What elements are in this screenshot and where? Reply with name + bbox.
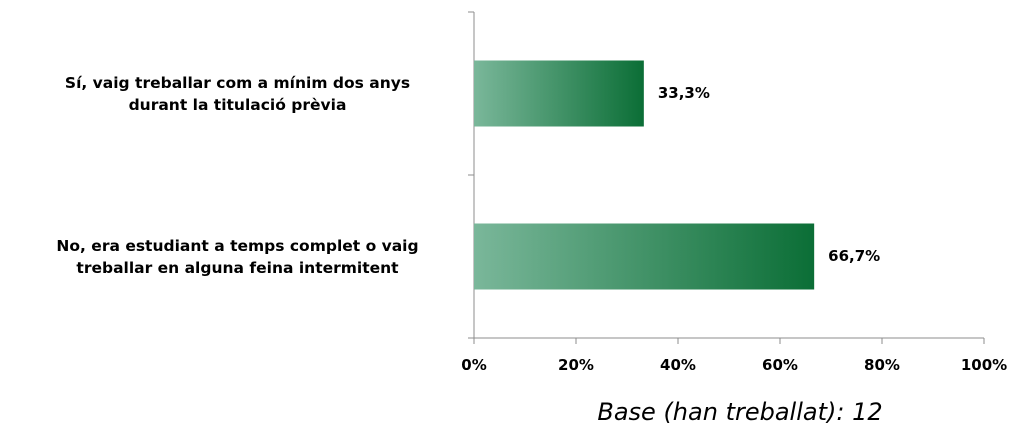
- data-label: 66,7%: [828, 246, 881, 265]
- x-tick-label: 40%: [660, 356, 696, 374]
- category-label: Sí, vaig treballar com a mínim dos anys …: [64, 73, 411, 114]
- x-tick-label: 100%: [960, 356, 1008, 374]
- data-label: 33,3%: [657, 83, 710, 102]
- category-label: No, era estudiant a temps complet o vaig…: [56, 236, 419, 277]
- x-tick-label: 80%: [864, 356, 900, 374]
- x-tick-label: 60%: [762, 356, 798, 374]
- bar: [474, 60, 644, 127]
- x-tick-label: 20%: [558, 356, 594, 374]
- bars: [474, 60, 815, 290]
- x-tick-label: 0%: [461, 356, 487, 374]
- bar: [474, 223, 815, 290]
- base-footnote: Base (han treballat): 12: [597, 398, 883, 426]
